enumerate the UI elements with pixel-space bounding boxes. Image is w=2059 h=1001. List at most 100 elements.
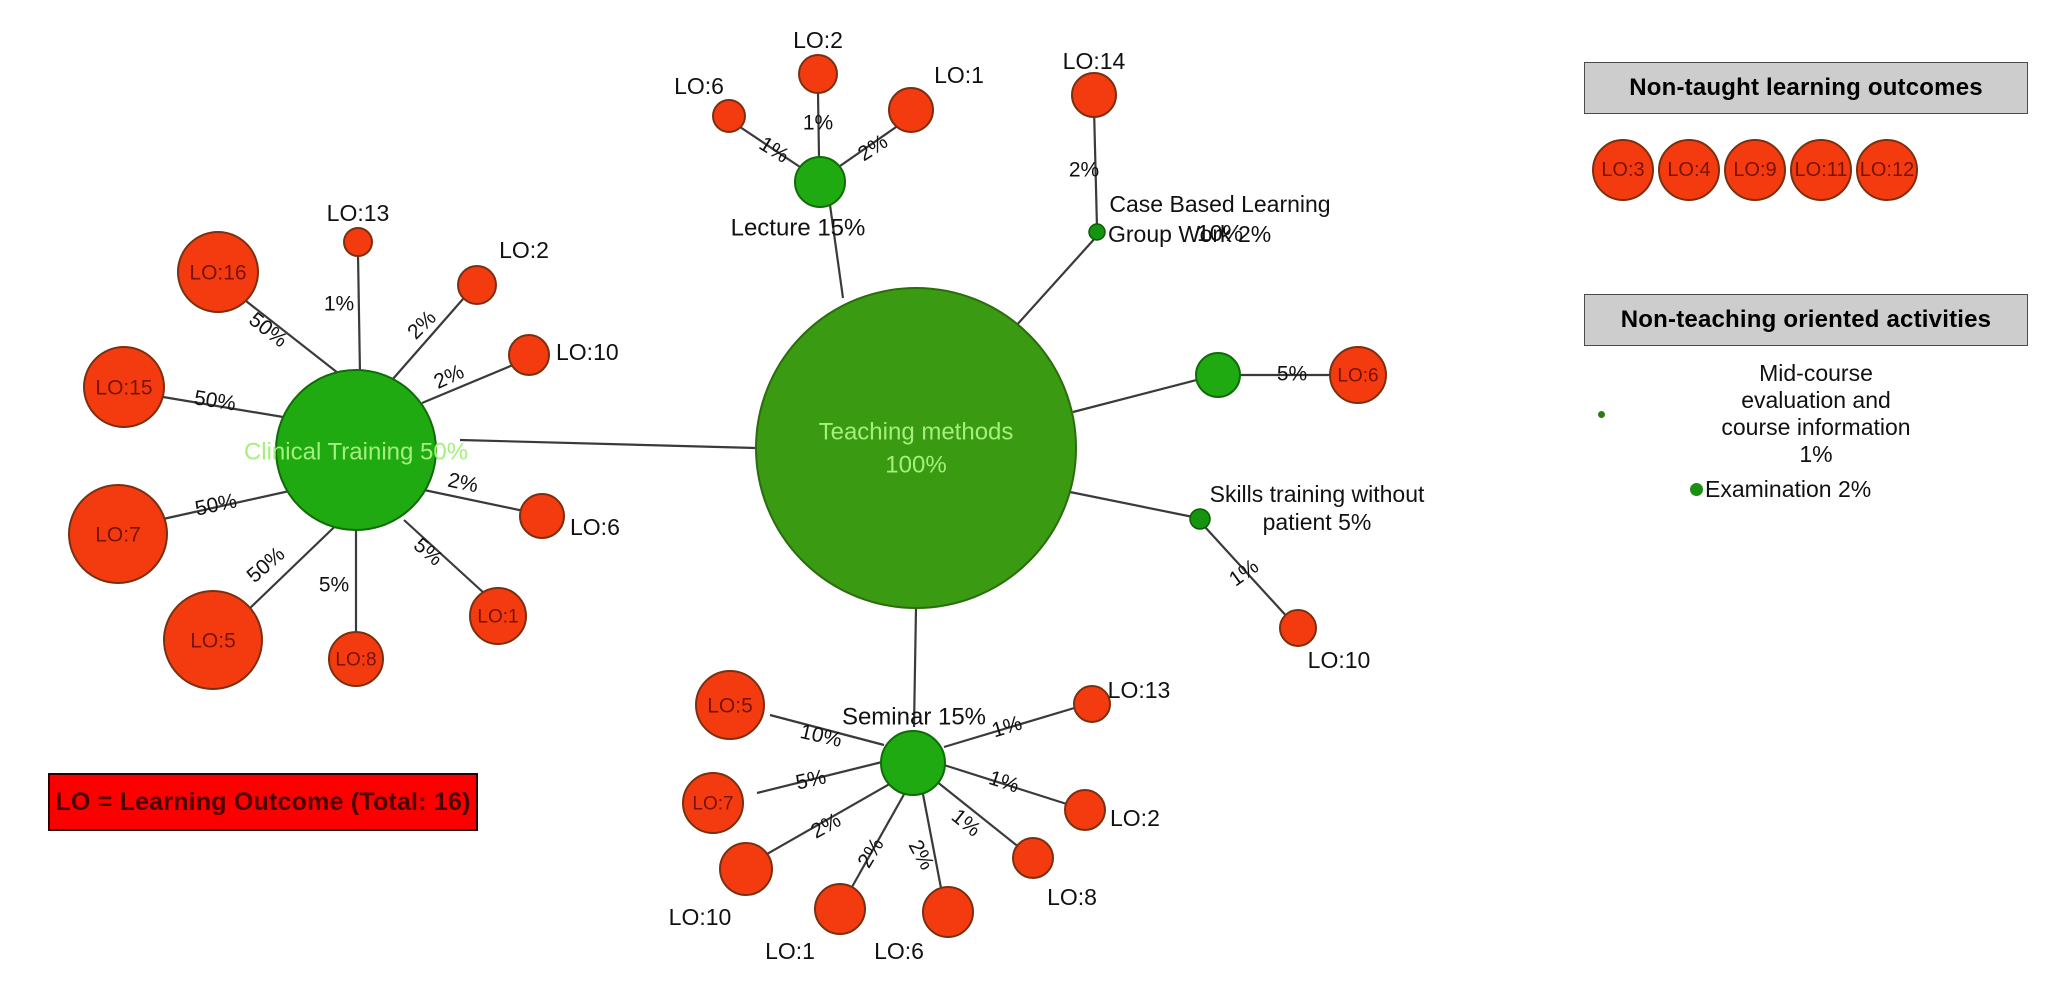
edge-seminar-lo8 [935,780,1026,853]
node-lecture[interactable] [794,156,846,208]
node-lo1-lecture[interactable] [888,87,934,133]
pct-clinical-lo2: 2% [403,306,441,344]
hub-edges [459,204,1217,728]
non-teaching-item-examination[interactable]: Examination 2% [1690,476,2020,503]
pct-groupwork-lo14: 2% [1069,159,1099,182]
node-lo13-seminar[interactable] [1073,685,1111,723]
node-lo6-casebased[interactable] [1329,346,1387,404]
pct-clinical-lo5: 50% [243,543,290,588]
node-lo10-clinical[interactable] [508,334,550,376]
node-lo14[interactable] [1071,72,1117,118]
node-lo10-skills[interactable] [1279,609,1317,647]
node-lo16[interactable] [177,231,259,313]
node-clinical-training[interactable] [275,369,437,531]
node-lo1-clinical-label: LO:1 [477,607,518,628]
lecture-cluster-edges [739,92,900,168]
node-lo6-clinical[interactable] [519,493,565,539]
node-lo2-seminar[interactable] [1064,789,1106,831]
seminar-cluster-edges [756,704,1082,889]
pct-clinical-lo13: 1% [324,293,354,316]
edge-skills-lo10 [1204,526,1291,621]
edge-hub-skills [1069,490,1199,520]
node-skills-label-line1: Skills training without [1210,481,1425,507]
node-lo1-clinical[interactable] [469,587,527,645]
node-lo10-seminar[interactable] [719,842,773,896]
pct-clinical-lo15: 50% [192,386,237,415]
node-lo6-clinical-label: LO:6 [570,514,620,540]
pct-lecture-lo1: 2% [854,130,892,166]
edge-seminar-lo7 [756,760,883,795]
edge-clinical-lo16 [245,300,353,385]
lo-key-legend: LO = Learning Outcome (Total: 16) [48,773,478,831]
edge-hub-lecture [828,204,845,299]
pct-seminar-lo8: 1% [947,805,985,842]
node-lo8-clinical-label: LO:8 [335,650,376,671]
node-lo15-label: LO:15 [95,377,152,400]
examination-dot-icon [1690,483,1703,496]
pct-clinical-lo7: 50% [193,489,239,520]
node-lo6-lecture[interactable] [712,99,746,133]
node-lo8-clinical[interactable] [328,631,384,687]
node-lo13-label: LO:13 [327,200,390,226]
right-branch-edges [1092,107,1330,621]
node-seminar[interactable] [880,730,946,796]
node-teaching-methods[interactable] [755,287,1077,609]
node-lo13[interactable] [343,227,373,257]
non-taught-lo-chip[interactable]: LO:11 [1790,139,1852,201]
node-lo7-seminar[interactable] [682,772,744,834]
node-case-based-learning[interactable] [1195,352,1241,398]
node-lo5-seminar[interactable] [695,670,765,740]
node-lo8-seminar[interactable] [1012,837,1054,879]
edge-hub-groupwork [1014,235,1098,328]
node-lo5-label: LO:5 [190,630,236,653]
edge-hub-clinical [459,438,757,450]
non-taught-lo-chip[interactable]: LO:12 [1856,139,1918,201]
node-case-based-label-line1: Case Based Learning [1109,191,1330,217]
node-lo1-seminar-label: LO:1 [765,938,815,964]
non-taught-lo-chip[interactable]: LO:4 [1658,139,1720,201]
node-case-based-label-line2: 10% [1197,220,1243,246]
non-taught-lo-chip[interactable]: LO:9 [1724,139,1786,201]
node-lo2-lecture[interactable] [798,54,838,94]
edge-lecture-lo6 [739,126,801,168]
node-lo7-label: LO:7 [95,524,141,547]
node-group-work[interactable] [1088,223,1106,241]
edge-seminar-lo2 [943,763,1074,808]
mid-course-line1: Mid-course [1759,360,1873,386]
edge-seminar-lo5 [769,713,885,747]
mid-course-label: Mid-course evaluation and course informati… [1614,360,2018,468]
node-clinical-training-label: Clinical Training 50% [244,439,468,466]
non-taught-lo-chip[interactable]: LO:3 [1592,139,1654,201]
seminar-cluster: Seminar 15% LO:5 LO:7 LO:10 LO:1 LO:6 LO… [669,670,1170,964]
node-lo7[interactable] [68,484,168,584]
right-branches: Group Work 2% LO:14 2% Case Based Learni… [1063,48,1425,673]
node-lo2-clinical[interactable] [457,265,497,305]
node-lo6-casebased-label: LO:6 [1337,366,1378,387]
edge-seminar-lo6 [920,788,943,889]
node-lo6-seminar[interactable] [922,886,974,938]
non-teaching-item-mid-course[interactable]: Mid-course evaluation and course informati… [1598,360,2018,468]
node-lo16-label: LO:16 [189,262,246,285]
edge-seminar-lo13 [943,704,1082,749]
node-lo2-clinical-label: LO:2 [499,237,549,263]
non-taught-learning-outcomes-header: Non-taught learning outcomes [1584,62,2028,114]
node-seminar-label: Seminar 15% [842,704,986,731]
node-lo1-lecture-label: LO:1 [934,62,984,88]
node-lo2-lecture-label: LO:2 [793,27,843,53]
node-lo14-label: LO:14 [1063,48,1126,74]
node-lecture-label: Lecture 15% [731,215,866,242]
edge-lecture-lo2 [816,92,821,158]
edge-seminar-lo1 [851,788,908,888]
pct-lecture-lo2: 1% [803,112,833,135]
node-teaching-methods-label-line1: Teaching methods [819,419,1014,446]
clinical-training-cluster: Clinical Training 50% LO:16 LO:15 LO:7 L… [68,200,620,690]
node-skills-training[interactable] [1189,508,1211,530]
pct-lecture-lo6: 1% [755,132,793,168]
teaching-methods-hub: Teaching methods 100% [755,287,1077,609]
node-lo1-seminar[interactable] [814,883,866,935]
node-lo5[interactable] [163,590,263,690]
pct-casebased-lo6: 5% [1277,363,1307,386]
node-lo15[interactable] [83,346,165,428]
